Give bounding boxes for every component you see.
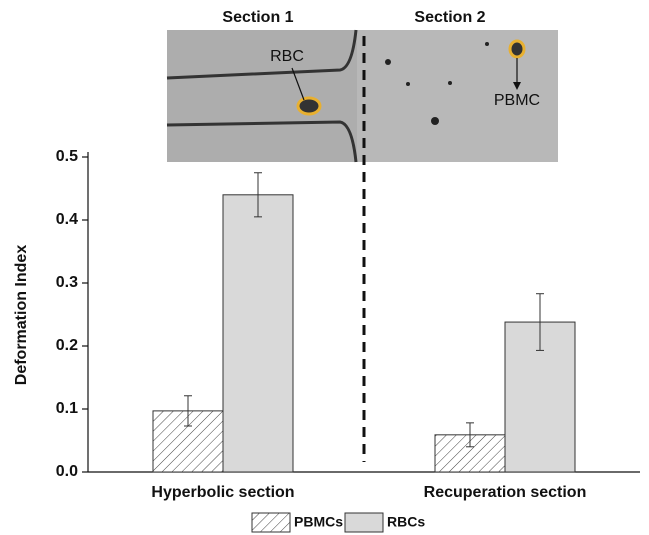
error-bar xyxy=(536,293,544,351)
annotation: RBC xyxy=(270,48,304,65)
y-tick-label: 0.4 xyxy=(56,211,78,228)
y-tick-label: 0.5 xyxy=(56,148,78,165)
y-tick-label: 0.0 xyxy=(56,463,78,480)
annotation: Section 2 xyxy=(414,9,485,26)
legend-swatch xyxy=(344,512,384,533)
y-tick-label: 0.2 xyxy=(56,337,78,354)
x-tick-label: Hyperbolic section xyxy=(151,484,294,501)
annotation: PBMC xyxy=(494,92,540,109)
y-axis-label: Deformation Index xyxy=(13,245,30,386)
legend-label: RBCs xyxy=(387,514,425,530)
x-tick-label: Recuperation section xyxy=(424,484,587,501)
bar xyxy=(222,194,294,473)
legend-swatch xyxy=(251,512,291,533)
error-bar xyxy=(184,395,192,427)
error-bar xyxy=(466,422,474,448)
y-tick-label: 0.3 xyxy=(56,274,78,291)
annotation: Section 1 xyxy=(222,9,293,26)
legend-label: PBMCs xyxy=(294,514,343,530)
inset-image xyxy=(166,29,558,163)
y-tick-label: 0.1 xyxy=(56,400,78,417)
error-bar xyxy=(254,172,262,218)
